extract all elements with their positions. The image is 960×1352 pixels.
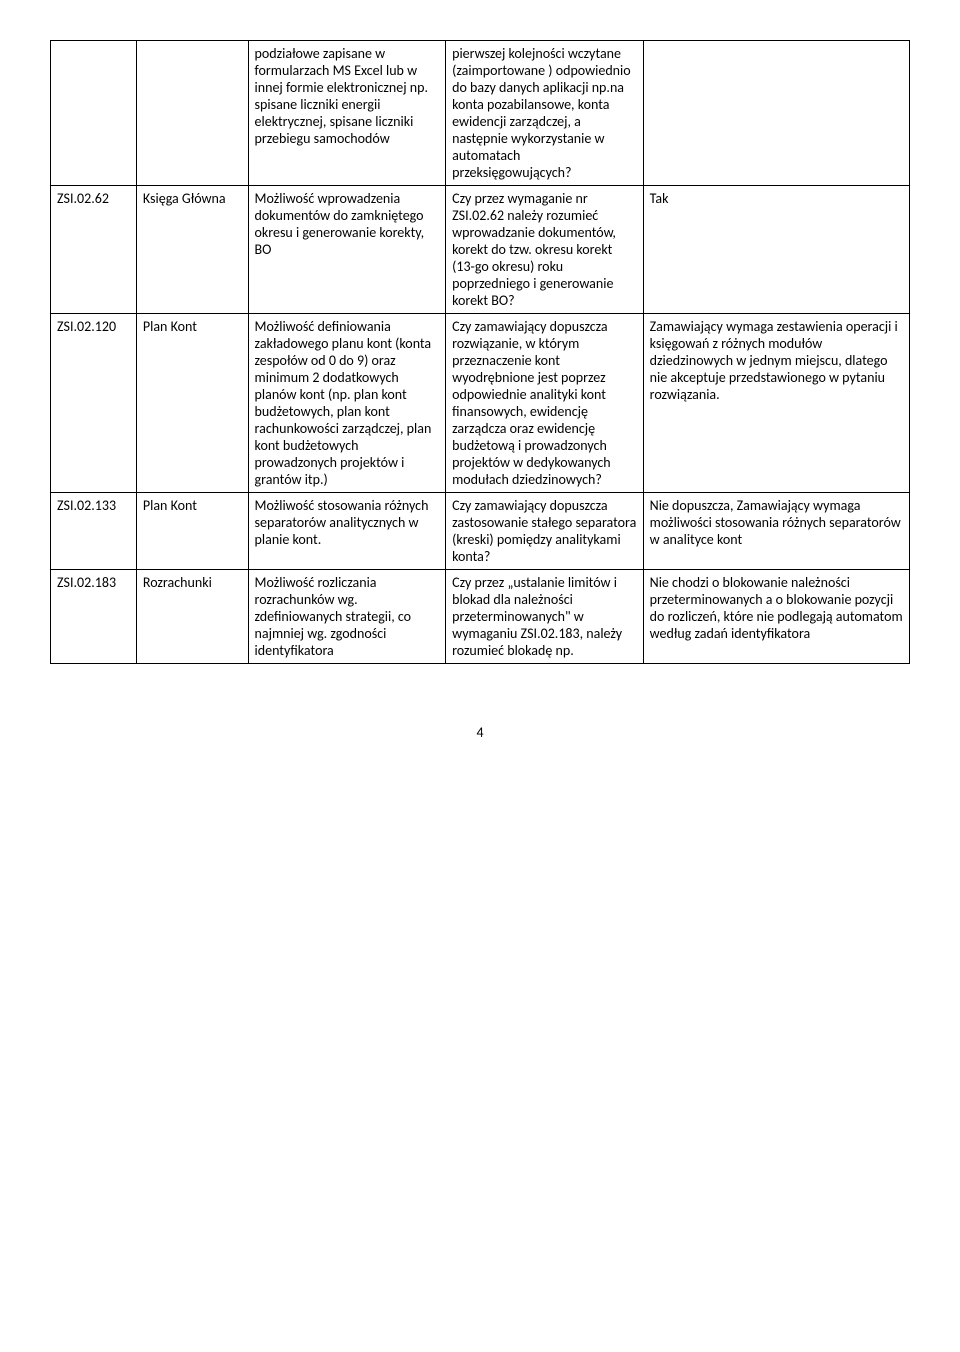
- table-cell: Możliwość rozliczania rozrachunków wg. z…: [248, 570, 446, 664]
- table-cell: Możliwość wprowadzenia dokumentów do zam…: [248, 186, 446, 314]
- table-cell: Zamawiający wymaga zestawienia operacji …: [643, 314, 909, 493]
- table-cell: podziałowe zapisane w formularzach MS Ex…: [248, 41, 446, 186]
- table-cell: ZSI.02.62: [51, 186, 137, 314]
- table-row: podziałowe zapisane w formularzach MS Ex…: [51, 41, 910, 186]
- table-cell: Czy przez wymaganie nr ZSI.02.62 należy …: [446, 186, 644, 314]
- table-cell: [136, 41, 248, 186]
- table-cell: Tak: [643, 186, 909, 314]
- table-cell: [51, 41, 137, 186]
- table-cell: ZSI.02.183: [51, 570, 137, 664]
- table-row: ZSI.02.133Plan KontMożliwość stosowania …: [51, 493, 910, 570]
- document-table: podziałowe zapisane w formularzach MS Ex…: [50, 40, 910, 664]
- table-cell: Czy zamawiający dopuszcza zastosowanie s…: [446, 493, 644, 570]
- table-row: ZSI.02.62Księga GłównaMożliwość wprowadz…: [51, 186, 910, 314]
- table-cell: Plan Kont: [136, 493, 248, 570]
- table-row: ZSI.02.183RozrachunkiMożliwość rozliczan…: [51, 570, 910, 664]
- table-cell: Plan Kont: [136, 314, 248, 493]
- page-number: 4: [50, 724, 910, 741]
- table-cell: [643, 41, 909, 186]
- table-cell: Czy zamawiający dopuszcza rozwiązanie, w…: [446, 314, 644, 493]
- table-cell: Księga Główna: [136, 186, 248, 314]
- table-cell: ZSI.02.133: [51, 493, 137, 570]
- table-cell: Możliwość definiowania zakładowego planu…: [248, 314, 446, 493]
- table-cell: Nie dopuszcza, Zamawiający wymaga możliw…: [643, 493, 909, 570]
- table-cell: Czy przez „ustalanie limitów i blokad dl…: [446, 570, 644, 664]
- table-cell: pierwszej kolejności wczytane (zaimporto…: [446, 41, 644, 186]
- table-cell: Rozrachunki: [136, 570, 248, 664]
- table-cell: ZSI.02.120: [51, 314, 137, 493]
- table-cell: Możliwość stosowania różnych separatorów…: [248, 493, 446, 570]
- table-cell: Nie chodzi o blokowanie należności przet…: [643, 570, 909, 664]
- table-row: ZSI.02.120Plan KontMożliwość definiowani…: [51, 314, 910, 493]
